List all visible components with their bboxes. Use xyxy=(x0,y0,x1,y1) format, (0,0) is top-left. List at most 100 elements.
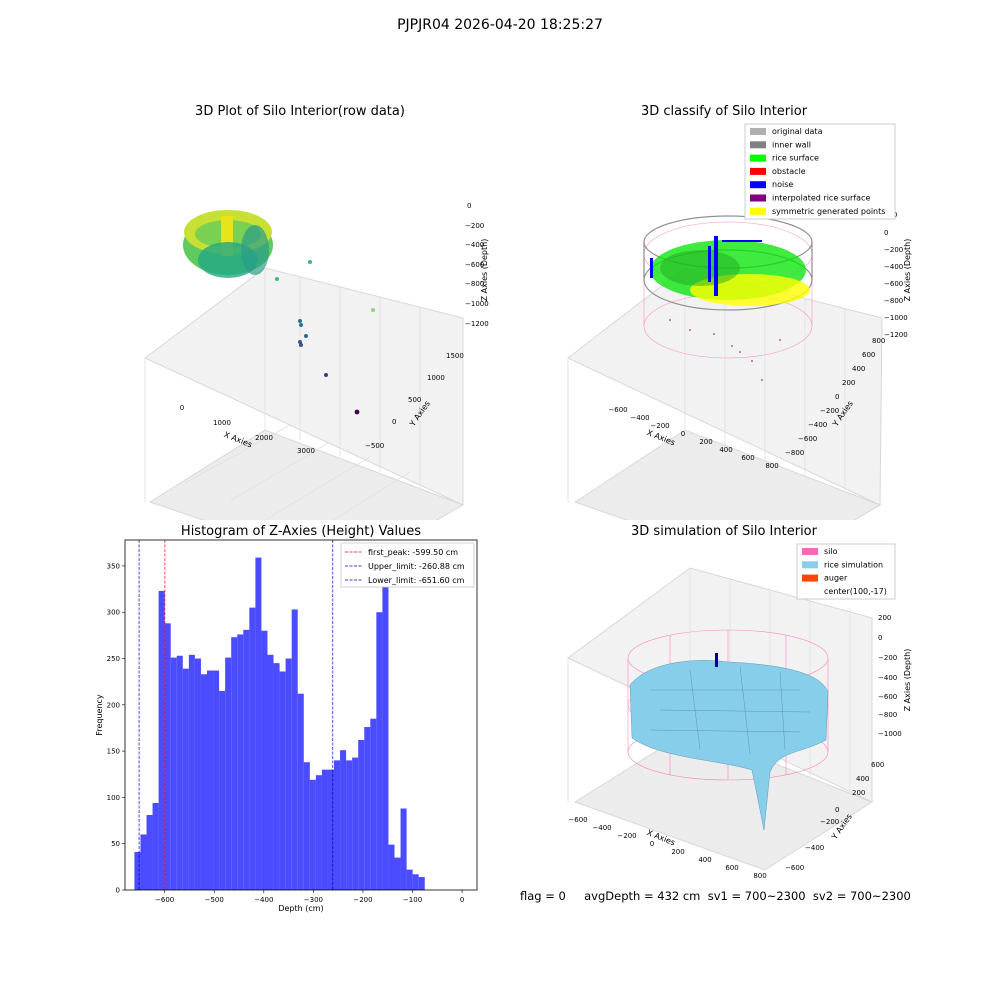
histogram-y-tick-label: 200 xyxy=(107,701,120,709)
classify-3d-plot: −600 −400 −200 0 200 400 600 800 X Axies… xyxy=(567,123,912,520)
legend-swatch xyxy=(802,548,818,555)
classify-z-label: Z Axies (Depth) xyxy=(903,239,912,302)
legend-swatch xyxy=(750,194,766,202)
histogram-bar xyxy=(176,655,183,890)
histogram-bars xyxy=(134,557,425,890)
classify-3d-axes-box xyxy=(567,267,883,520)
classify-x-tick: 0 xyxy=(681,430,685,438)
histogram-bar xyxy=(364,727,371,890)
histogram-legend-label: Upper_limit: -260.88 cm xyxy=(368,562,465,571)
histogram-x-tick-label: −300 xyxy=(304,896,323,904)
simulation-x-tick: 400 xyxy=(698,856,711,864)
histogram-bar xyxy=(243,629,250,890)
histogram-bar xyxy=(194,658,201,890)
legend-label: interpolated rice surface xyxy=(772,194,870,203)
histogram-bar xyxy=(358,740,365,890)
histogram-bar xyxy=(352,757,359,890)
raw-z-tick: −1000 xyxy=(465,300,489,308)
classify-x-tick: −200 xyxy=(650,422,669,430)
legend-label: noise xyxy=(772,180,793,189)
histogram-bar xyxy=(394,857,401,890)
simulation-y-ticks: −600 −400 −200 0 200 400 600 xyxy=(785,761,884,872)
simulation-y-tick: −400 xyxy=(805,844,824,852)
classify-y-tick: 200 xyxy=(842,379,855,387)
legend-label: silo xyxy=(824,547,838,556)
histogram-bar xyxy=(267,654,274,890)
histogram-bar xyxy=(309,779,316,890)
simulation-3d-plot: −600 −400 −200 0 200 400 600 800 X Axies… xyxy=(567,543,912,880)
raw-x-tick: 2000 xyxy=(255,434,273,442)
figure-title: PJPJR04 2026-04-20 18:25:27 xyxy=(397,17,603,33)
raw-z-ticks: 0 −200 −400 −600 −800 −1000 −1200 xyxy=(465,202,489,328)
classify-y-tick: 400 xyxy=(852,365,865,373)
simulation-legend: silo rice simulation auger center(100,-17) xyxy=(796,543,896,600)
legend-swatch xyxy=(802,574,818,582)
histogram-bar xyxy=(200,674,208,890)
histogram-x-tick-label: −200 xyxy=(353,896,372,904)
histogram-y-tick-label: 350 xyxy=(107,562,120,570)
histogram-bar xyxy=(140,834,147,890)
histogram-bar xyxy=(249,607,256,890)
legend-label: symmetric generated points xyxy=(772,207,885,216)
raw-z-tick: −200 xyxy=(465,222,484,230)
classify-z-tick: −1200 xyxy=(884,331,908,339)
histogram-y-tick-label: 0 xyxy=(116,887,120,895)
histogram-bar xyxy=(406,869,413,890)
simulation-y-tick: 400 xyxy=(856,775,869,783)
histogram-bar xyxy=(370,718,377,890)
raw-y-tick: 1000 xyxy=(427,374,445,382)
histogram-bar xyxy=(219,690,226,890)
histogram-y-tick-label: 250 xyxy=(107,655,120,663)
classify-y-tick: −600 xyxy=(798,435,817,443)
classify-z-tick: −400 xyxy=(884,263,903,271)
histogram-bar xyxy=(255,557,262,890)
histogram-bar xyxy=(261,630,268,890)
classify-plot-title: 3D classify of Silo Interior xyxy=(640,104,808,119)
histogram-legend-label: first_peak: -599.50 cm xyxy=(368,548,458,557)
simulation-z-tick: −400 xyxy=(878,674,897,682)
raw-z-label: Z Axies (Depth) xyxy=(480,239,489,302)
legend-swatch xyxy=(750,154,766,162)
raw-x-ticks: 0 1000 2000 3000 xyxy=(180,404,315,455)
classify-z-tick: −600 xyxy=(884,280,903,288)
histogram-y-ticks: 0 50 100 150 200 250 300 350 xyxy=(107,562,125,895)
histogram-y-label: Frequency xyxy=(95,694,104,736)
simulation-y-tick: 200 xyxy=(852,789,865,797)
rice-simulation-surface xyxy=(629,660,829,831)
classify-x-tick: −600 xyxy=(608,406,627,414)
legend-label: rice simulation xyxy=(824,560,883,569)
raw-y-tick: 1500 xyxy=(446,352,464,360)
legend-label: rice surface xyxy=(772,154,819,163)
raw-outlier-points xyxy=(275,260,375,415)
histogram-bar xyxy=(152,802,159,890)
raw-3d-plot: 0 1000 2000 3000 X Axies −500 0 500 1000… xyxy=(144,202,489,520)
histogram-x-tick-label: −100 xyxy=(403,896,422,904)
classify-z-tick: −800 xyxy=(884,297,903,305)
histogram-bar xyxy=(334,760,341,890)
simulation-z-tick: −600 xyxy=(878,693,897,701)
classify-y-tick: 0 xyxy=(835,393,839,401)
raw-z-tick: −400 xyxy=(465,241,484,249)
classify-x-ticks: −600 −400 −200 0 200 400 600 800 xyxy=(608,406,778,470)
simulation-z-tick: −200 xyxy=(878,654,897,662)
raw-y-ticks: −500 0 500 1000 1500 xyxy=(365,352,464,450)
histogram-x-label: Depth (cm) xyxy=(278,904,323,913)
legend-label: center(100,-17) xyxy=(824,587,887,596)
simulation-x-tick: −200 xyxy=(617,832,636,840)
histogram-bar xyxy=(213,670,220,890)
raw-y-tick: 0 xyxy=(392,418,396,426)
noise-points xyxy=(650,236,762,296)
simulation-z-tick: −800 xyxy=(878,711,897,719)
raw-y-tick: −500 xyxy=(365,442,384,450)
raw-rice-ring xyxy=(183,210,273,278)
histogram-frame xyxy=(124,539,478,891)
raw-plot-title: 3D Plot of Silo Interior(row data) xyxy=(195,104,405,119)
simulation-legend-items: silo rice simulation auger center(100,-17) xyxy=(802,547,887,596)
legend-swatch xyxy=(750,128,766,135)
simulation-x-tick: 200 xyxy=(671,848,684,856)
classify-x-label: X Axies xyxy=(646,428,677,447)
auger-marker xyxy=(715,653,718,667)
histogram-bar xyxy=(315,775,322,890)
histogram-bar xyxy=(146,815,153,890)
classify-z-tick: 0 xyxy=(884,229,888,237)
